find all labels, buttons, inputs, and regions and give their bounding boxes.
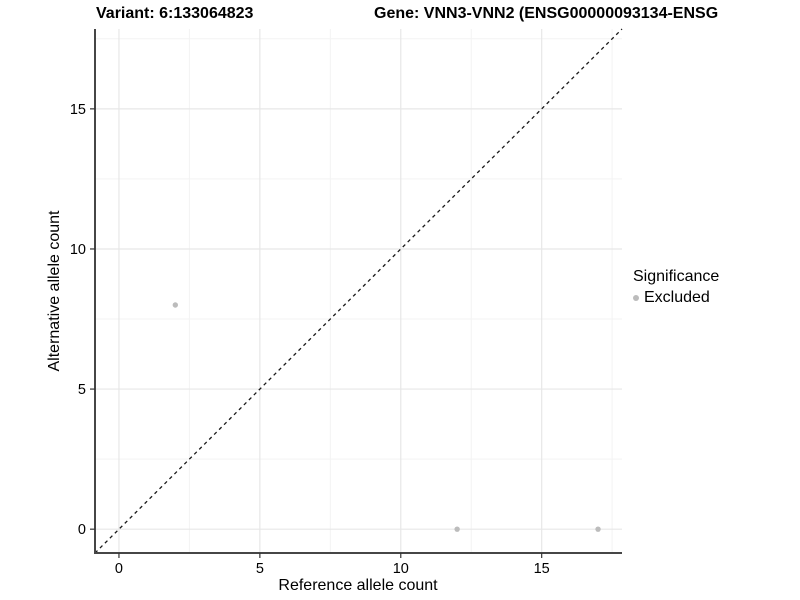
data-point (454, 526, 460, 532)
x-axis-title: Reference allele count (278, 577, 438, 594)
legend-marker-dot (633, 295, 639, 301)
variant-title: Variant: 6:133064823 (96, 5, 254, 22)
legend-item-excluded: Excluded (633, 289, 719, 307)
data-point (172, 302, 179, 308)
y-axis-title: Alternative allele count (46, 210, 63, 372)
x-tick-label: 5 (256, 561, 264, 577)
y-tick-label: 0 (78, 522, 86, 538)
x-tick-label: 10 (393, 561, 409, 577)
y-tick-label: 10 (70, 242, 86, 258)
x-tick-label: 0 (115, 561, 123, 577)
legend-item-label: Excluded (644, 289, 710, 306)
identity-line (94, 28, 623, 554)
gene-title: Gene: VNN3-VNN2 (ENSG00000093134-ENSG (374, 5, 719, 22)
y-tick-label: 15 (70, 102, 86, 118)
legend-title: Significance (633, 268, 720, 285)
x-tick-label: 15 (534, 561, 550, 577)
y-tick-label: 5 (78, 382, 86, 398)
data-point (595, 526, 601, 532)
legend: Significance Excluded (633, 268, 719, 307)
